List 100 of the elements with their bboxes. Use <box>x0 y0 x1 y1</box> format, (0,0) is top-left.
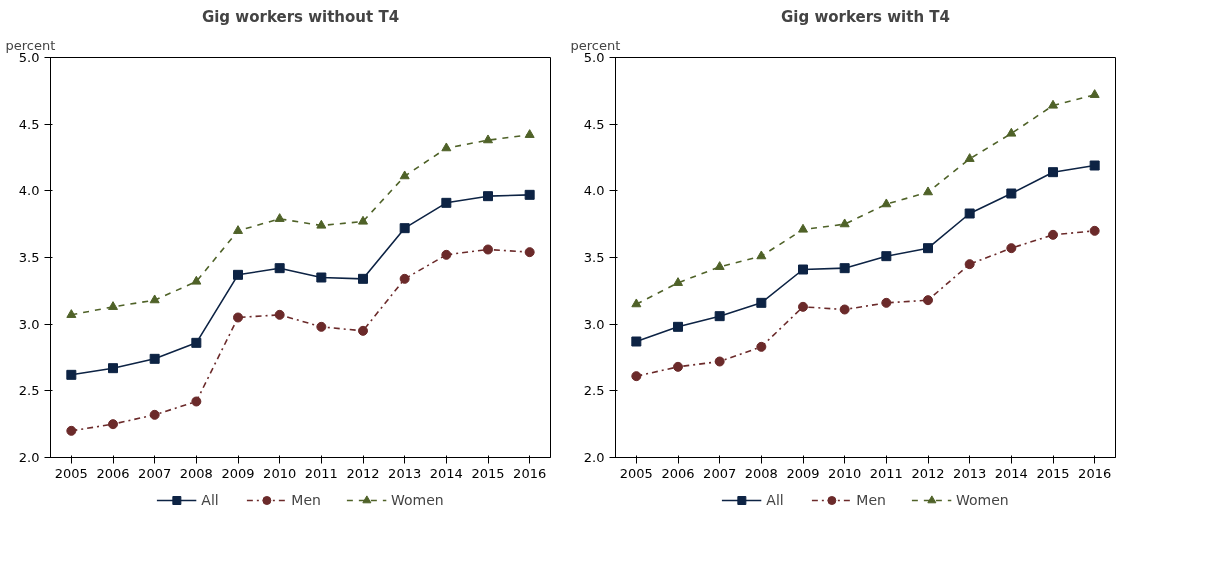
point <box>1006 188 1017 199</box>
legend-label: All <box>766 492 785 508</box>
point <box>524 247 535 258</box>
point <box>358 325 368 336</box>
point <box>191 275 202 285</box>
point <box>358 273 368 284</box>
y-tick-label: 2.5 <box>18 383 40 399</box>
chart-title: Gig workers without T4 <box>201 7 400 26</box>
point <box>399 170 410 180</box>
point <box>964 153 975 162</box>
point <box>881 251 892 262</box>
legend-label: Men <box>856 492 886 508</box>
legend-label: Men <box>291 492 321 508</box>
x-tick-label: 2007 <box>138 465 172 481</box>
point <box>66 369 77 380</box>
point <box>316 219 327 229</box>
x-tick-label: 2013 <box>953 465 987 481</box>
y-tick-label: 2.0 <box>583 450 605 465</box>
x-tick-label: 2016 <box>513 465 547 481</box>
x-tick-label: 2011 <box>304 465 338 481</box>
x-tick-label: 2007 <box>703 465 737 481</box>
y-tick-label: 5.0 <box>583 50 605 65</box>
point <box>756 341 767 352</box>
x-tick-label: 2005 <box>619 465 653 481</box>
point <box>923 243 933 254</box>
chart-title: Gig workers with T4 <box>781 7 951 26</box>
point <box>798 264 808 275</box>
point <box>1089 225 1100 236</box>
y-tick-label: 4.5 <box>18 116 40 132</box>
point <box>714 356 725 367</box>
x-tick-label: 2014 <box>994 465 1028 481</box>
x-tick-label: 2010 <box>828 465 862 481</box>
x-tick-label: 2015 <box>471 465 505 481</box>
point <box>1048 229 1058 240</box>
point <box>191 396 202 407</box>
point <box>756 250 767 260</box>
x-tick-label: 2010 <box>263 465 297 481</box>
point <box>483 191 493 202</box>
x-tick-label: 2006 <box>661 465 695 481</box>
point <box>881 198 892 208</box>
y-tick-label: 4.0 <box>583 183 605 199</box>
y-tick-label: 4.0 <box>18 183 40 199</box>
point <box>191 337 202 348</box>
point <box>631 298 642 308</box>
point <box>631 336 642 347</box>
x-tick-label: 2015 <box>1036 465 1070 481</box>
point <box>233 225 243 234</box>
point <box>673 321 683 332</box>
y-tick-label: 2.0 <box>18 450 40 465</box>
point <box>441 197 452 208</box>
x-tick-label: 2011 <box>869 465 903 481</box>
y-tick-label: 3.0 <box>583 316 605 332</box>
x-tick-label: 2006 <box>96 465 130 481</box>
point <box>483 134 493 144</box>
point <box>274 213 285 222</box>
point <box>108 419 118 430</box>
point <box>66 425 77 436</box>
point <box>839 218 850 228</box>
x-tick-label: 2009 <box>221 465 255 481</box>
point <box>149 409 160 420</box>
point <box>881 297 892 308</box>
point <box>66 309 77 318</box>
y-tick-label: 4.5 <box>583 116 605 132</box>
point <box>1006 127 1017 137</box>
point <box>483 244 493 255</box>
point <box>233 312 243 323</box>
point <box>714 311 725 322</box>
y-axis-title: percent <box>5 37 56 53</box>
x-tick-label: 2009 <box>786 465 820 481</box>
y-tick-label: 5.0 <box>18 50 40 65</box>
point <box>524 129 535 138</box>
point <box>233 269 243 280</box>
x-tick-label: 2008 <box>744 465 778 481</box>
point <box>108 363 118 374</box>
point <box>149 353 160 364</box>
point <box>631 371 642 382</box>
point <box>839 263 850 274</box>
point <box>316 272 327 283</box>
point <box>756 297 767 308</box>
point <box>524 189 535 200</box>
point <box>1048 99 1058 109</box>
point <box>798 301 808 312</box>
point <box>316 321 327 332</box>
x-tick-label: 2005 <box>54 465 88 481</box>
point <box>358 215 368 225</box>
point <box>964 208 975 219</box>
y-tick-label: 3.0 <box>18 316 40 332</box>
point <box>923 295 933 306</box>
point <box>1006 243 1017 254</box>
point <box>441 249 452 260</box>
point <box>714 261 725 270</box>
point <box>274 309 285 320</box>
point <box>673 277 683 286</box>
x-tick-label: 2012 <box>911 465 945 481</box>
point <box>964 259 975 270</box>
x-tick-label: 2008 <box>179 465 213 481</box>
y-tick-label: 3.5 <box>18 250 40 265</box>
legend-label: All <box>201 492 220 508</box>
point <box>923 186 933 196</box>
x-tick-label: 2012 <box>346 465 380 481</box>
